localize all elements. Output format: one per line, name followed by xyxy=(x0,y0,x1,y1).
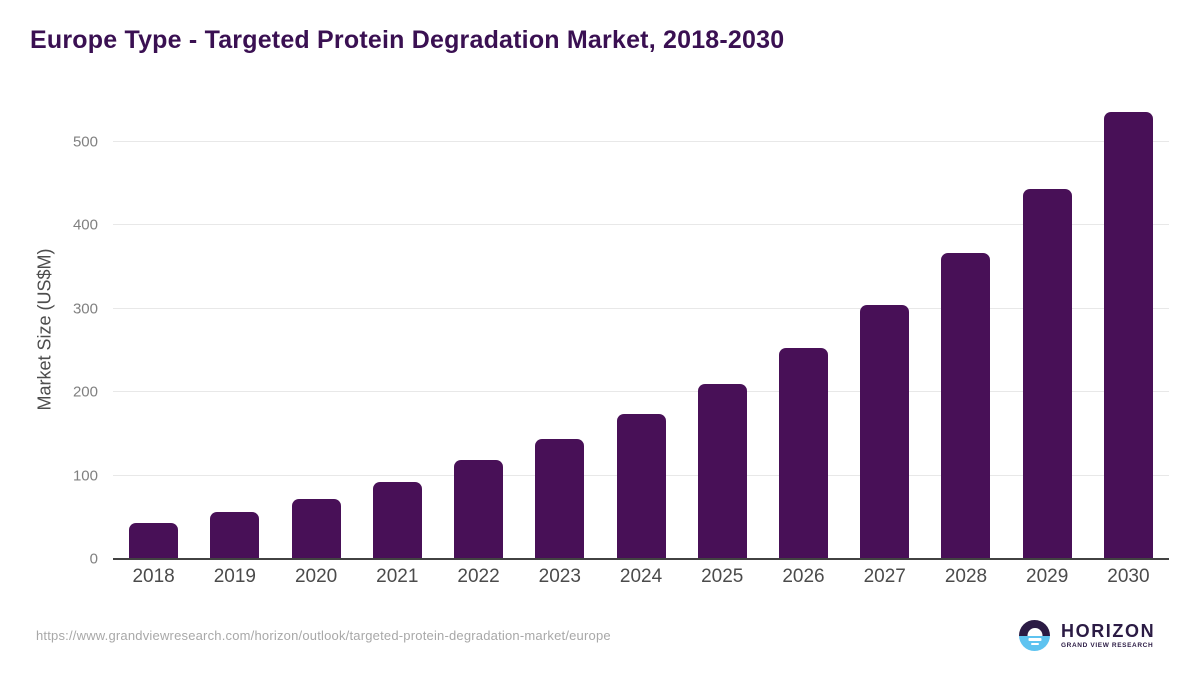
bar-slot-2020 xyxy=(275,100,356,559)
x-tick-label-2024: 2024 xyxy=(619,566,663,587)
logo-text-block: HORIZON GRAND VIEW RESEARCH xyxy=(1061,620,1156,650)
bar-2029 xyxy=(1022,189,1072,559)
source-url: https://www.grandviewresearch.com/horizo… xyxy=(36,628,611,643)
x-tick-label-2021: 2021 xyxy=(376,566,419,587)
x-tick-label-2020: 2020 xyxy=(294,566,338,587)
x-tick-label-2029: 2029 xyxy=(1026,566,1069,587)
bar-slot-2021 xyxy=(357,100,438,559)
bar-2020 xyxy=(291,498,341,559)
y-tick-label-100: 100 xyxy=(72,467,98,485)
bar-slot-2030 xyxy=(1088,100,1169,559)
chart-title: Europe Type - Targeted Protein Degradati… xyxy=(30,26,785,54)
bar-2018 xyxy=(129,523,179,559)
bar-slot-2027 xyxy=(844,100,925,559)
x-tick-label-2028: 2028 xyxy=(944,566,988,587)
x-tick-label-2025: 2025 xyxy=(701,566,744,587)
y-tick-label-500: 500 xyxy=(72,133,98,151)
y-tick-label-400: 400 xyxy=(72,216,98,234)
x-axis-ticks: 2018 2019 2020 2021 2022 2023 2024 2025 2026 2027… xyxy=(113,566,1169,588)
bar-2025 xyxy=(697,383,747,559)
y-tick-label-0: 0 xyxy=(89,550,98,568)
x-tick-label-2022: 2022 xyxy=(457,566,500,587)
bar-slot-2026 xyxy=(763,100,844,559)
x-tick-label-2023: 2023 xyxy=(538,566,581,587)
gridline-300 xyxy=(113,307,1169,309)
bar-2024 xyxy=(616,413,666,559)
bar-slot-2024 xyxy=(600,100,681,559)
bar-2027 xyxy=(860,304,910,559)
bar-2022 xyxy=(454,459,504,559)
bar-2026 xyxy=(778,347,828,559)
bar-2030 xyxy=(1103,111,1153,559)
x-axis-line xyxy=(113,558,1169,560)
logo-reflection-line-1 xyxy=(1028,638,1041,641)
x-tick-label-2027: 2027 xyxy=(863,566,906,587)
x-tick-label-2019: 2019 xyxy=(213,566,256,587)
x-tick-label-2018: 2018 xyxy=(132,566,175,587)
logo-reflection-line-2 xyxy=(1030,642,1039,645)
bar-slot-2029 xyxy=(1007,100,1088,559)
bar-slot-2019 xyxy=(194,100,275,559)
y-tick-label-200: 200 xyxy=(72,383,98,401)
bar-2021 xyxy=(372,482,422,559)
gridline-200 xyxy=(113,391,1169,393)
gridline-400 xyxy=(113,224,1169,226)
bar-slot-2025 xyxy=(682,100,763,559)
bar-slot-2023 xyxy=(519,100,600,559)
x-tick-label-2026: 2026 xyxy=(782,566,825,587)
bar-slot-2028 xyxy=(925,100,1006,559)
bar-2028 xyxy=(941,252,991,559)
plot-area xyxy=(113,100,1169,560)
y-axis-ticks: 0 100 200 300 400 500 xyxy=(40,100,98,567)
y-tick-label-300: 300 xyxy=(72,300,98,318)
logo-name: HORIZON xyxy=(1061,620,1156,641)
logo-sun-icon xyxy=(1027,628,1042,636)
bars-row xyxy=(113,100,1169,559)
horizon-logo-icon xyxy=(1019,620,1050,651)
gridline-500 xyxy=(113,140,1169,142)
bar-2023 xyxy=(535,438,585,559)
bar-slot-2022 xyxy=(438,100,519,559)
horizon-logo: HORIZON GRAND VIEW RESEARCH xyxy=(1019,620,1155,651)
bar-2019 xyxy=(210,512,260,559)
bar-slot-2018 xyxy=(113,100,194,559)
x-tick-label-2030: 2030 xyxy=(1107,566,1150,587)
logo-subtitle: GRAND VIEW RESEARCH xyxy=(1061,642,1154,650)
